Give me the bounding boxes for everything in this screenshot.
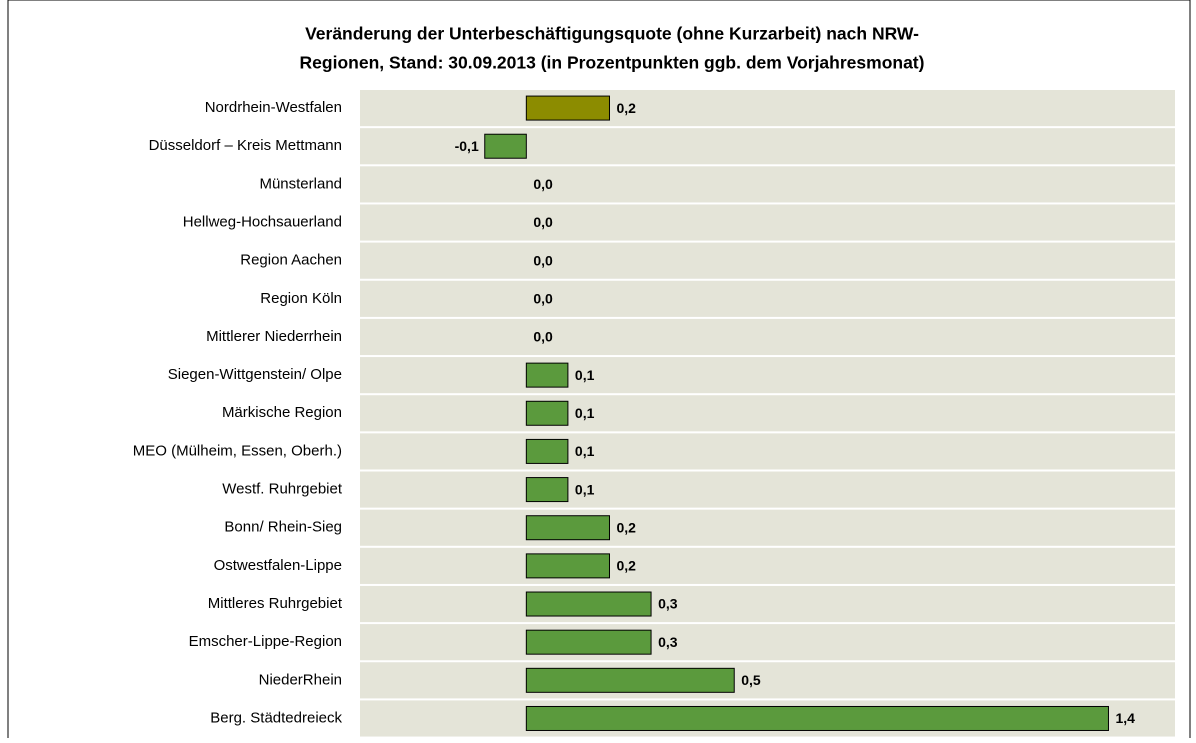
value-label: 0,2 xyxy=(616,558,636,574)
value-label: 0,0 xyxy=(533,291,553,307)
row-background xyxy=(360,547,1175,584)
bar xyxy=(525,705,1109,731)
row-background xyxy=(360,357,1175,394)
category-label: Mittleres Ruhrgebiet xyxy=(208,595,343,612)
category-label: Märkische Region xyxy=(222,404,342,421)
row-background xyxy=(360,90,1175,127)
chart-title: Veränderung der Unterbeschäftigungsquote… xyxy=(305,24,919,44)
bar xyxy=(525,667,735,693)
category-label: Siegen-Wittgenstein/ Olpe xyxy=(168,366,342,383)
bar xyxy=(525,362,569,388)
bar xyxy=(484,133,527,159)
value-label: 0,1 xyxy=(575,405,595,421)
category-label: Hellweg-Hochsauerland xyxy=(183,213,342,230)
bar xyxy=(525,553,610,579)
value-label: 0,1 xyxy=(575,443,595,459)
value-label: -0,1 xyxy=(455,138,479,154)
row-background xyxy=(360,242,1175,279)
category-label: Münsterland xyxy=(259,175,342,192)
row-background xyxy=(360,585,1175,623)
bar xyxy=(525,438,569,464)
value-label: 0,1 xyxy=(575,367,595,383)
row-background xyxy=(360,662,1175,699)
row-background xyxy=(360,471,1175,508)
bar xyxy=(525,515,610,541)
category-label: Emscher-Lippe-Region xyxy=(189,633,342,650)
category-label: MEO (Mülheim, Essen, Oberh.) xyxy=(133,442,342,459)
value-label: 1,4 xyxy=(1115,710,1135,726)
category-label: Berg. Städtedreieck xyxy=(210,709,342,726)
row-background xyxy=(360,280,1175,317)
chart-title: Regionen, Stand: 30.09.2013 (in Prozentp… xyxy=(300,53,925,73)
value-label: 0,0 xyxy=(533,214,553,230)
category-label: Region Köln xyxy=(260,290,342,307)
row-background xyxy=(360,433,1175,470)
bar xyxy=(525,591,652,617)
value-label: 0,0 xyxy=(533,252,553,268)
value-label: 0,2 xyxy=(616,519,636,535)
value-label: 0,0 xyxy=(533,329,553,345)
value-label: 0,3 xyxy=(658,634,678,650)
row-background xyxy=(360,166,1175,203)
bar xyxy=(525,95,610,121)
value-label: 0,1 xyxy=(575,481,595,497)
value-label: 0,0 xyxy=(533,176,553,192)
row-background xyxy=(360,395,1175,432)
bar xyxy=(525,629,652,655)
category-label: Ostwestfalen-Lippe xyxy=(214,557,342,574)
category-label: Mittlerer Niederrhein xyxy=(206,328,342,345)
row-background xyxy=(360,318,1175,356)
bar xyxy=(525,477,569,503)
category-label: Westf. Ruhrgebiet xyxy=(222,481,343,498)
category-label: Düsseldorf – Kreis Mettmann xyxy=(149,137,342,154)
category-label: NiederRhein xyxy=(259,671,342,688)
category-label: Bonn/ Rhein-Sieg xyxy=(224,519,342,536)
category-label: Nordrhein-Westfalen xyxy=(205,99,342,116)
row-background xyxy=(360,128,1175,165)
row-background xyxy=(360,204,1175,241)
row-background xyxy=(360,509,1175,546)
row-background xyxy=(360,624,1175,661)
bar xyxy=(525,400,569,426)
category-label: Region Aachen xyxy=(240,252,342,269)
value-label: 0,2 xyxy=(616,100,636,116)
value-label: 0,5 xyxy=(741,672,761,688)
value-label: 0,3 xyxy=(658,596,678,612)
